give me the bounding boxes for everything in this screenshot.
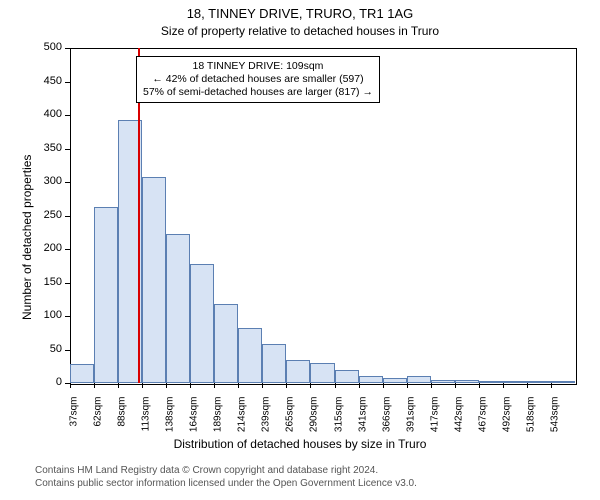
- histogram-bar: [94, 207, 118, 383]
- histogram-bar: [479, 381, 503, 383]
- histogram-bar: [190, 264, 214, 383]
- histogram-bar: [431, 380, 455, 383]
- y-tick-label: 0: [22, 376, 62, 388]
- y-tick-mark: [65, 249, 70, 250]
- x-tick-mark: [407, 383, 408, 388]
- x-tick-mark: [551, 383, 552, 388]
- x-tick-mark: [286, 383, 287, 388]
- x-tick-mark: [118, 383, 119, 388]
- y-tick-mark: [65, 216, 70, 217]
- x-tick-mark: [479, 383, 480, 388]
- histogram-bar: [407, 376, 431, 383]
- x-tick-mark: [166, 383, 167, 388]
- histogram-bar: [238, 328, 262, 383]
- histogram-bar: [166, 234, 190, 383]
- x-tick-mark: [238, 383, 239, 388]
- y-tick-mark: [65, 115, 70, 116]
- annotation-line-2: ← 42% of detached houses are smaller (59…: [143, 73, 373, 86]
- histogram-bar: [142, 177, 166, 383]
- footer-line-1: Contains HM Land Registry data © Crown c…: [35, 464, 417, 477]
- y-tick-label: 400: [22, 108, 62, 120]
- x-tick-mark: [310, 383, 311, 388]
- annotation-line-3: 57% of semi-detached houses are larger (…: [143, 86, 373, 99]
- y-tick-label: 50: [22, 343, 62, 355]
- x-tick-mark: [262, 383, 263, 388]
- histogram-bar: [70, 364, 94, 383]
- y-tick-mark: [65, 48, 70, 49]
- x-tick-mark: [142, 383, 143, 388]
- x-tick-mark: [190, 383, 191, 388]
- page-subtitle: Size of property relative to detached ho…: [0, 24, 600, 38]
- x-axis-label: Distribution of detached houses by size …: [0, 437, 600, 451]
- y-tick-mark: [65, 283, 70, 284]
- histogram-bar: [214, 304, 238, 383]
- histogram-bar: [310, 363, 334, 383]
- x-tick-mark: [527, 383, 528, 388]
- y-tick-label: 350: [22, 142, 62, 154]
- x-tick-mark: [70, 383, 71, 388]
- histogram-bar: [335, 370, 359, 383]
- y-tick-label: 200: [22, 242, 62, 254]
- annotation-line-1: 18 TINNEY DRIVE: 109sqm: [143, 60, 373, 73]
- y-tick-mark: [65, 316, 70, 317]
- x-tick-mark: [503, 383, 504, 388]
- histogram-bar: [262, 344, 286, 383]
- chart-container: 18, TINNEY DRIVE, TRURO, TR1 1AG Size of…: [0, 0, 600, 500]
- x-tick-mark: [359, 383, 360, 388]
- histogram-bar: [359, 376, 383, 383]
- y-tick-label: 450: [22, 75, 62, 87]
- x-tick-mark: [455, 383, 456, 388]
- histogram-bar: [551, 381, 575, 383]
- y-tick-mark: [65, 149, 70, 150]
- histogram-bar: [503, 381, 527, 383]
- x-tick-mark: [94, 383, 95, 388]
- y-tick-label: 300: [22, 175, 62, 187]
- histogram-bar: [527, 381, 551, 383]
- histogram-bar: [383, 378, 407, 383]
- y-tick-label: 100: [22, 309, 62, 321]
- footer-text: Contains HM Land Registry data © Crown c…: [35, 464, 417, 490]
- histogram-bar: [455, 380, 479, 383]
- y-tick-mark: [65, 82, 70, 83]
- annotation-box: 18 TINNEY DRIVE: 109sqm ← 42% of detache…: [136, 56, 380, 103]
- page-title: 18, TINNEY DRIVE, TRURO, TR1 1AG: [0, 6, 600, 21]
- x-tick-mark: [431, 383, 432, 388]
- histogram-bar: [286, 360, 310, 383]
- y-tick-mark: [65, 182, 70, 183]
- y-tick-mark: [65, 350, 70, 351]
- y-tick-label: 150: [22, 276, 62, 288]
- y-tick-label: 500: [22, 41, 62, 53]
- x-tick-mark: [214, 383, 215, 388]
- footer-line-2: Contains public sector information licen…: [35, 477, 417, 490]
- x-tick-mark: [383, 383, 384, 388]
- y-tick-label: 250: [22, 209, 62, 221]
- x-tick-mark: [335, 383, 336, 388]
